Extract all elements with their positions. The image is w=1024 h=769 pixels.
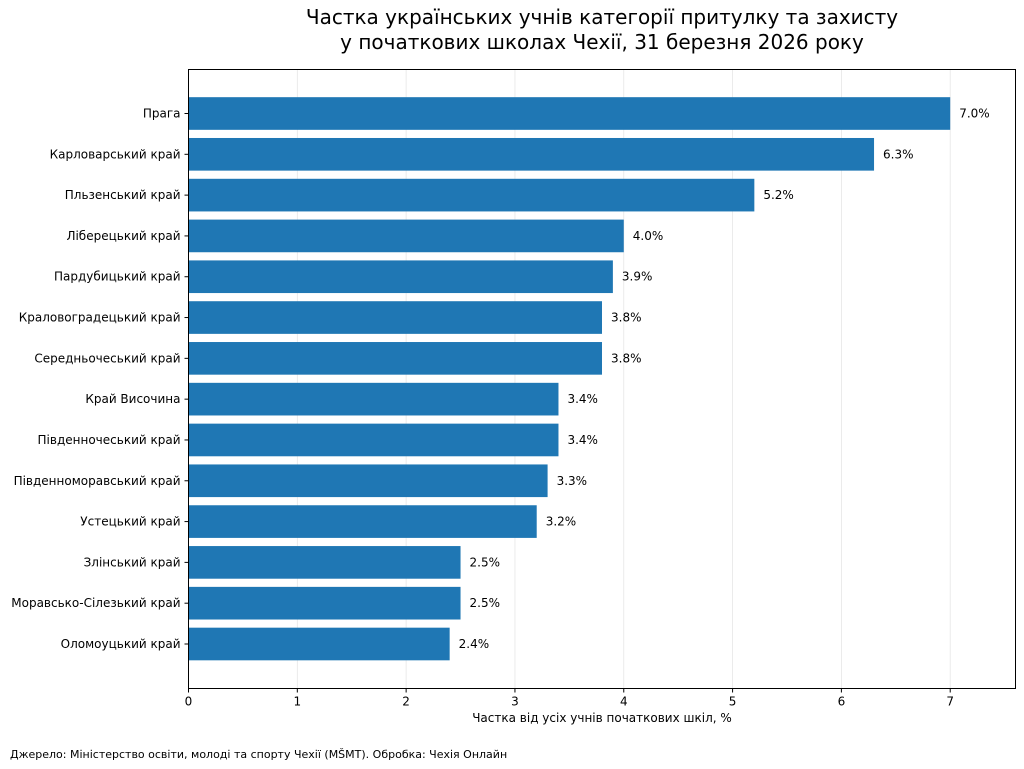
x-tick-label: 7 (946, 695, 954, 709)
category-label: Оломоуцький край (61, 637, 181, 651)
bar-value-label: 3.2% (546, 515, 577, 529)
bar (188, 464, 548, 498)
bar (188, 301, 602, 334)
chart-title-line-2: у початкових школах Чехії, 31 березня 20… (340, 30, 864, 54)
category-label: Моравсько-Сілезький край (11, 596, 180, 610)
category-label: Устецький край (80, 515, 180, 529)
x-axis-ticks: 0 1 2 3 4 5 6 7 (185, 688, 954, 709)
category-label: Злінський край (84, 555, 181, 569)
category-label: Південночеський край (38, 433, 181, 447)
bar (188, 586, 461, 620)
category-label: Пльзенський край (65, 188, 181, 202)
bar (188, 546, 461, 579)
bar-value-label: 3.8% (611, 311, 642, 325)
category-label: Краловоградецький край (19, 311, 181, 325)
x-tick-label: 2 (402, 695, 410, 709)
bar-value-label: 3.8% (611, 351, 642, 365)
bar (188, 505, 537, 538)
bar (188, 219, 624, 253)
bar-value-label: 4.0% (633, 229, 664, 243)
bar-value-label: 7.0% (959, 107, 990, 121)
bar-value-label: 3.4% (567, 392, 598, 406)
bar-value-label: 3.3% (557, 474, 588, 488)
bar-value-label: 2.5% (470, 555, 501, 569)
x-tick-label: 4 (620, 695, 628, 709)
bar-value-label: 6.3% (883, 147, 914, 161)
bar (188, 423, 559, 457)
bar-value-label: 3.4% (567, 433, 598, 447)
bar (188, 627, 450, 661)
bar (188, 137, 875, 171)
bar-value-label: 3.9% (622, 270, 653, 284)
category-label: Край Височина (85, 392, 180, 406)
bar-value-label: 5.2% (763, 188, 794, 202)
category-label: Прага (143, 107, 181, 121)
x-tick-label: 6 (838, 695, 846, 709)
x-axis-label: Частка від усіх учнів початкових шкіл, % (472, 711, 732, 725)
bar (188, 97, 951, 130)
category-label: Ліберецький край (66, 229, 180, 243)
bar (188, 342, 602, 375)
x-tick-label: 1 (293, 695, 301, 709)
category-label: Південноморавський край (14, 474, 181, 488)
category-label: Карловарський край (50, 147, 181, 161)
source-note: Джерело: Міністерство освіти, молоді та … (10, 748, 507, 761)
x-tick-label: 5 (729, 695, 737, 709)
bars (188, 97, 951, 661)
x-tick-label: 3 (511, 695, 519, 709)
chart-title-line-1: Частка українських учнів категорії приту… (306, 5, 898, 29)
bar (188, 178, 755, 212)
bar-value-label: 2.5% (470, 596, 501, 610)
category-label: Середньочеський край (34, 351, 180, 365)
bar (188, 260, 613, 294)
grid-lines (188, 69, 951, 689)
category-label: Пардубицький край (54, 270, 181, 284)
bar (188, 382, 559, 416)
x-tick-label: 0 (185, 695, 193, 709)
value-labels: 7.0% 6.3% 5.2% 4.0% 3.9% 3.8% 3.8% 3.4% 3.4% 3.3%… (459, 107, 990, 652)
category-labels: Прага Карловарський край Пльзенський край Л… (11, 107, 189, 651)
bar-value-label: 2.4% (459, 637, 490, 651)
plot-frame (188, 69, 1016, 689)
